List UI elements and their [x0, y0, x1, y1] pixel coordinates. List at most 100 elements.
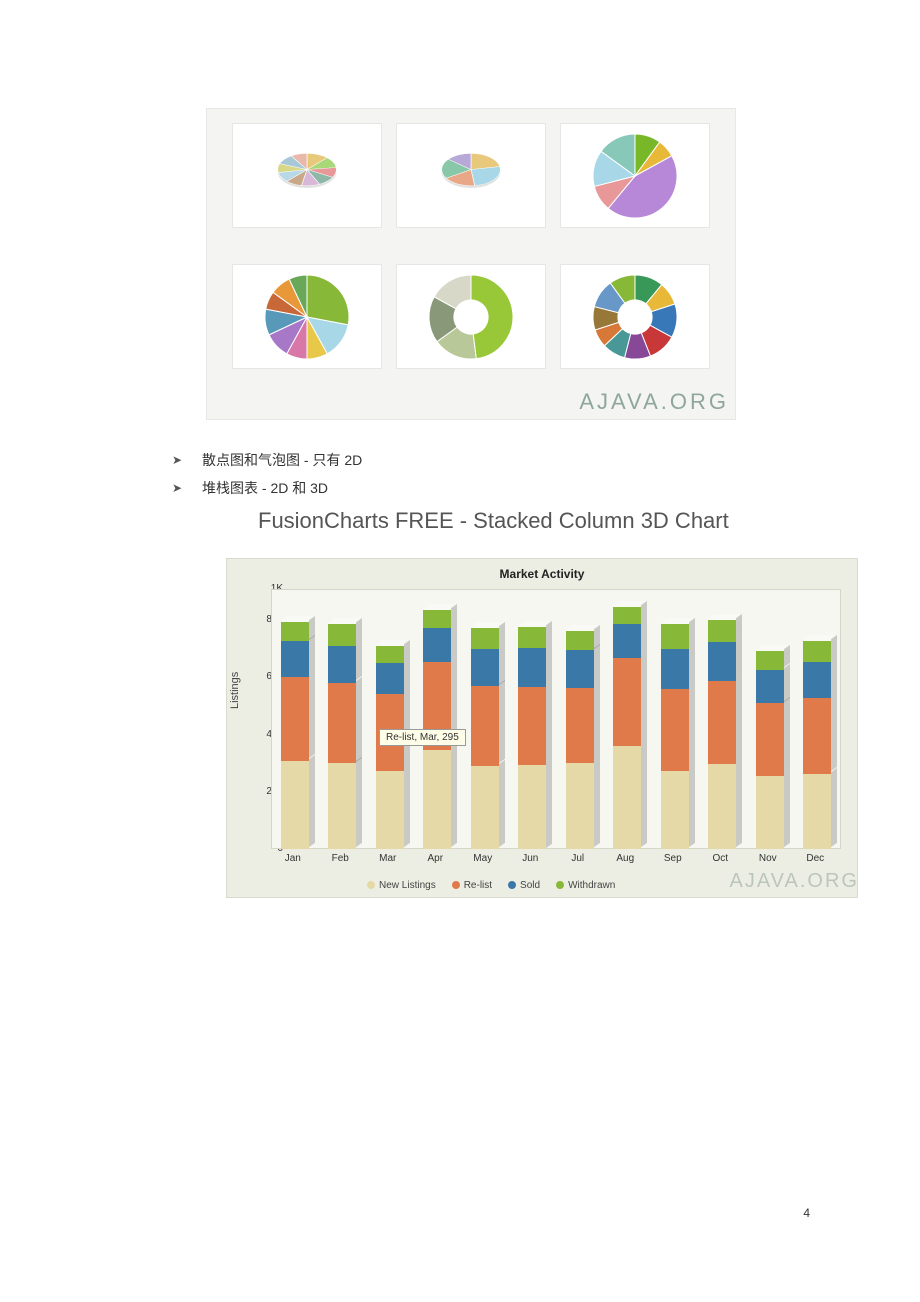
bar-segment: [803, 774, 831, 849]
bar-segment: [661, 624, 689, 649]
x-tick-label: Mar: [368, 853, 408, 864]
legend: New Listings Re-list Sold Withdrawn: [367, 880, 615, 891]
bar-segment: [376, 771, 404, 849]
bar-group[interactable]: [328, 624, 356, 849]
x-tick-label: Aug: [605, 853, 645, 864]
bar-segment: [756, 670, 784, 704]
legend-item[interactable]: Withdrawn: [556, 880, 615, 891]
bar-group[interactable]: [803, 641, 831, 849]
page-number: 4: [803, 1206, 810, 1220]
x-tick-label: Nov: [748, 853, 788, 864]
chart-thumbnail[interactable]: [396, 123, 546, 228]
bar-segment: [423, 610, 451, 628]
bar-segment: [281, 677, 309, 760]
bar-group[interactable]: [613, 607, 641, 849]
tooltip: Re-list, Mar, 295: [379, 729, 466, 746]
bar-segment: [328, 624, 356, 646]
chart-thumbnail[interactable]: [560, 123, 710, 228]
stacked-chart-title: Market Activity: [500, 567, 585, 581]
bar-segment: [518, 648, 546, 687]
chart-thumbnail[interactable]: [232, 264, 382, 369]
bar-segment: [708, 681, 736, 764]
bar-segment: [803, 662, 831, 698]
chart-thumbnail[interactable]: [560, 264, 710, 369]
bar-segment: [566, 688, 594, 763]
bar-segment: [328, 763, 356, 849]
bar-segment: [518, 687, 546, 765]
bar-segment: [471, 686, 499, 765]
bar-segment: [613, 658, 641, 746]
bar-segment: [613, 624, 641, 658]
bar-segment: [803, 698, 831, 773]
bar-segment: [661, 649, 689, 689]
legend-item[interactable]: Re-list: [452, 880, 492, 891]
x-tick-label: Sep: [653, 853, 693, 864]
bar-group[interactable]: [376, 646, 404, 849]
bar-segment: [376, 663, 404, 694]
legend-item[interactable]: New Listings: [367, 880, 436, 891]
bar-segment: [471, 766, 499, 849]
x-tick-label: Oct: [700, 853, 740, 864]
bar-segment: [281, 761, 309, 849]
bar-segment: [423, 750, 451, 849]
chart-thumbnail[interactable]: [396, 264, 546, 369]
watermark-text: AJAVA.ORG: [729, 870, 859, 893]
watermark-text: AJAVA.ORG: [579, 389, 729, 415]
stacked-chart-panel: Market Activity Listings 02204406608801K…: [226, 558, 858, 898]
pie-gallery-panel: AJAVA.ORG: [206, 108, 736, 420]
bar-segment: [376, 646, 404, 663]
bar-segment: [471, 628, 499, 649]
bar-segment: [423, 628, 451, 662]
bullet-text: 堆栈图表 - 2D 和 3D: [202, 478, 328, 498]
bar-group[interactable]: [708, 620, 736, 849]
bar-group[interactable]: [661, 624, 689, 849]
bar-group[interactable]: [756, 651, 784, 849]
chevron-right-icon: ➤: [172, 481, 202, 495]
x-tick-label: Dec: [795, 853, 835, 864]
x-tick-label: Apr: [415, 853, 455, 864]
chevron-right-icon: ➤: [172, 453, 202, 467]
gallery-row-2: [207, 234, 735, 375]
x-tick-label: Jun: [510, 853, 550, 864]
bar-segment: [328, 646, 356, 682]
bar-segment: [328, 683, 356, 764]
x-tick-label: May: [463, 853, 503, 864]
chart-thumbnail[interactable]: [232, 123, 382, 228]
bar-group[interactable]: [471, 628, 499, 849]
bar-segment: [566, 631, 594, 651]
bar-segment: [803, 641, 831, 662]
bar-segment: [756, 776, 784, 849]
bar-segment: [708, 620, 736, 642]
legend-item[interactable]: Sold: [508, 880, 540, 891]
bullet-list: ➤ 散点图和气泡图 - 只有 2D ➤ 堆栈图表 - 2D 和 3D: [172, 450, 362, 506]
bar-segment: [471, 649, 499, 687]
bar-segment: [518, 765, 546, 850]
bar-group[interactable]: [281, 622, 309, 850]
x-axis-labels: Jan Feb Mar Apr May Jun Jul Aug Sep Oct Nov Dec: [271, 853, 841, 869]
bar-segment: [281, 641, 309, 677]
gallery-row-1: [207, 109, 735, 234]
bullet-item: ➤ 散点图和气泡图 - 只有 2D: [172, 450, 362, 470]
bar-group[interactable]: [566, 631, 594, 849]
bar-segment: [708, 764, 736, 849]
x-tick-label: Jul: [558, 853, 598, 864]
bar-segment: [281, 622, 309, 642]
bar-group[interactable]: [518, 627, 546, 849]
stacked-chart-heading: FusionCharts FREE - Stacked Column 3D Ch…: [258, 508, 729, 534]
y-axis-label: Listings: [229, 672, 241, 709]
bar-segment: [613, 607, 641, 624]
x-tick-label: Jan: [273, 853, 313, 864]
bullet-text: 散点图和气泡图 - 只有 2D: [202, 450, 362, 470]
bar-segment: [661, 689, 689, 771]
bars-container: [271, 589, 841, 849]
bar-segment: [566, 763, 594, 849]
bar-segment: [518, 627, 546, 648]
bar-segment: [756, 651, 784, 669]
bar-segment: [661, 771, 689, 849]
bar-segment: [566, 650, 594, 688]
bar-segment: [613, 746, 641, 849]
x-tick-label: Feb: [320, 853, 360, 864]
bar-segment: [708, 642, 736, 681]
bullet-item: ➤ 堆栈图表 - 2D 和 3D: [172, 478, 362, 498]
bar-segment: [756, 703, 784, 776]
